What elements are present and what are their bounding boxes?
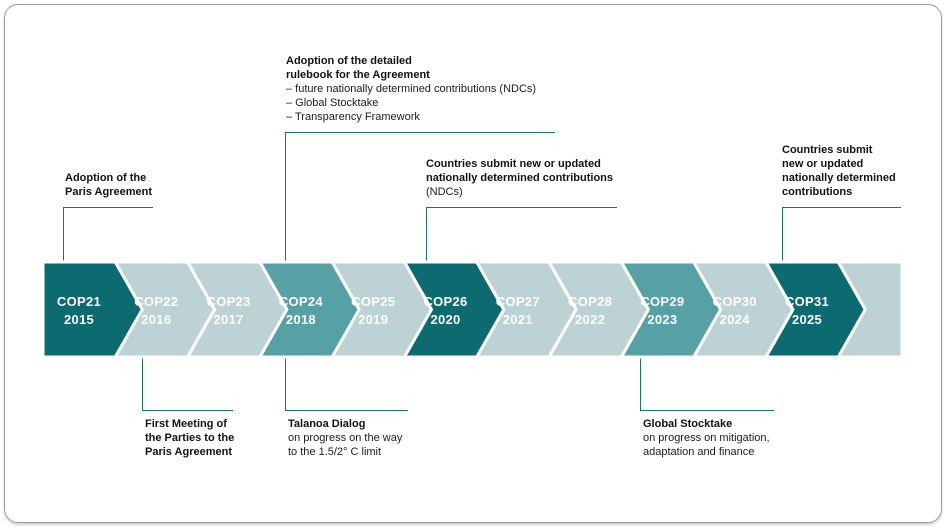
connector-talanoa [285,357,408,411]
annotation-rulebook: Adoption of the detailed rulebook for th… [286,54,536,124]
annotation-ndc-2020: Countries submit new or updated national… [426,157,613,199]
annotation-body: (NDCs) [426,186,463,198]
annotation-body: on progress on the way to the 1.5/2° C l… [288,432,403,458]
cop-label-year: 2025 [792,312,822,327]
cop-label-name: COP23 [207,294,251,309]
annotation-title: Adoption of the Paris Agreement [65,172,153,198]
cop-label-name: COP22 [134,294,178,309]
cop-label-name: COP27 [496,294,540,309]
timeline-band: COP21 2015 COP22 2016 COP23 2017 COP24 2018 COP2… [41,260,904,359]
connector-rulebook [285,132,555,263]
connector-ndc-2025 [782,207,901,263]
cop-label-name: COP21 [57,294,101,309]
cop-label-name: COP29 [640,294,684,309]
annotation-talanoa: Talanoa Dialog on progress on the way to… [288,417,402,459]
annotation-title: Talanoa Dialog [288,418,366,430]
cop-label-name: COP30 [713,294,757,309]
cop-label-year: 2016 [141,312,171,327]
cop-label-year: 2024 [720,312,751,327]
annotation-title: Global Stocktake [643,418,733,430]
cop-label-year: 2015 [64,312,94,327]
connector-first-meeting [142,357,233,411]
cop-label-year: 2022 [575,312,605,327]
cop-segment-trailing [836,260,904,359]
cop-label-name: COP31 [785,294,829,309]
connector-ndc-2020 [426,207,617,263]
annotation-paris-adoption: Adoption of the Paris Agreement [65,171,152,199]
cop-label-year: 2023 [647,312,677,327]
annotation-title: First Meeting of the Parties to the Pari… [145,418,235,458]
cop-label-year: 2021 [503,312,533,327]
cop-label-year: 2019 [358,312,388,327]
annotation-ndc-2025: Countries submit new or updated national… [782,143,896,199]
annotation-body: on progress on mitigation, adaptation an… [643,432,770,458]
figure-border [4,4,942,523]
cop-label-year: 2017 [214,312,244,327]
annotation-title: Countries submit new or updated national… [426,158,614,184]
connector-paris-adoption [63,207,153,263]
cop-label-name: COP25 [351,294,395,309]
annotation-title: Countries submit new or updated national… [782,144,896,198]
cop-label-name: COP28 [568,294,612,309]
annotation-title: Adoption of the detailed rulebook for th… [286,55,430,81]
connector-global-stocktake [640,357,774,411]
cop-label-name: COP24 [279,294,324,309]
annotation-bullet-list: – future nationally determined contribut… [286,83,537,123]
annotation-global-stocktake: Global Stocktake on progress on mitigati… [643,417,770,459]
annotation-first-meeting: First Meeting of the Parties to the Pari… [145,417,234,459]
cop-label-year: 2018 [286,312,316,327]
cop-label-year: 2020 [430,312,460,327]
cop-label-name: COP26 [423,294,467,309]
